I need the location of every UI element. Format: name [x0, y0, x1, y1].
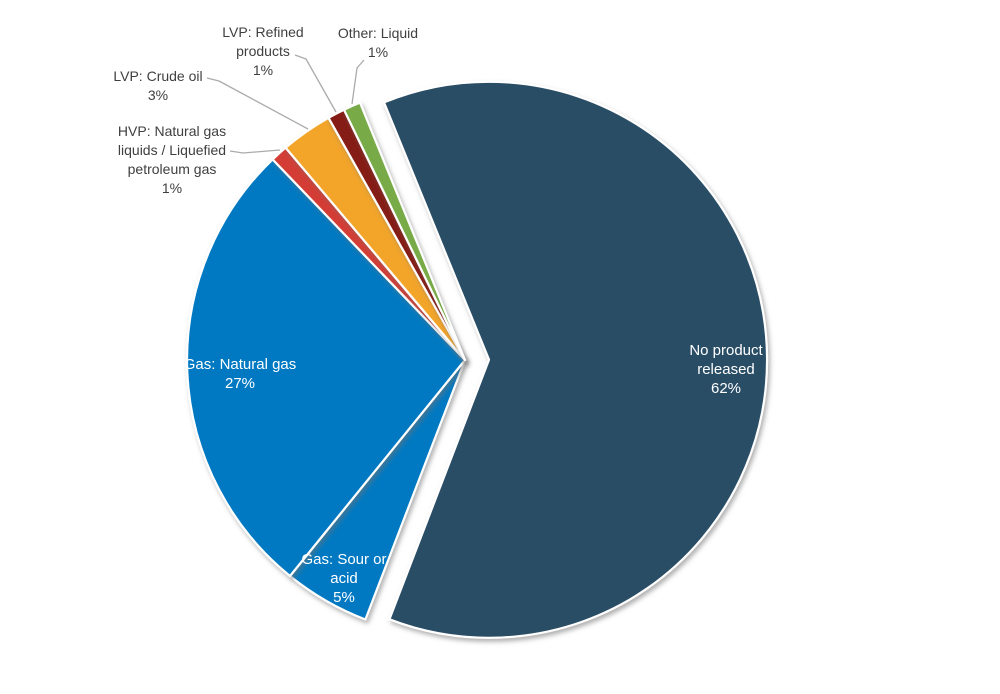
label-line: 1% — [162, 180, 182, 196]
label-line: 1% — [368, 44, 388, 60]
data-label-hvp-natural-gas-liquids-liquefied-petroleum-gas: HVP: Natural gas liquids / Liquefied petro… — [118, 123, 226, 196]
leader-line-hvp-natural-gas-liquids-liquefied-petroleum-gas — [229, 149, 281, 154]
leader-line-lvp-refined-products — [294, 54, 337, 113]
data-label-gas-sour-or-acid: Gas: Sour or acid 5% — [301, 551, 386, 606]
label-line: LVP: Crude oil — [113, 68, 202, 84]
label-line: Gas: Sour or — [301, 551, 386, 568]
label-line: acid — [330, 570, 358, 587]
label-line: 5% — [333, 589, 355, 606]
label-line: HVP: Natural gas — [118, 123, 226, 139]
label-line: LVP: Refined — [222, 24, 303, 40]
label-line: petroleum gas — [128, 161, 217, 177]
label-line: 27% — [225, 375, 255, 392]
label-line: liquids / Liquefied — [118, 142, 226, 158]
leader-line-other-liquid — [351, 59, 365, 105]
data-label-gas-natural-gas: Gas: Natural gas 27% — [184, 356, 297, 392]
pie-slice-no-product-released[interactable] — [382, 80, 769, 639]
leader-line-lvp-crude-oil — [206, 77, 309, 130]
data-label-lvp-refined-products: LVP: Refined products 1% — [222, 24, 303, 78]
data-label-other-liquid: Other: Liquid 1% — [338, 25, 418, 60]
pie-slice-other-liquid[interactable] — [342, 101, 467, 362]
data-label-lvp-crude-oil: LVP: Crude oil 3% — [113, 68, 202, 103]
label-line: Gas: Natural gas — [184, 356, 297, 373]
data-label-no-product-released: No product released 62% — [689, 342, 763, 397]
label-line: 62% — [711, 380, 741, 397]
label-line: Other: Liquid — [338, 25, 418, 41]
label-line: released — [697, 361, 755, 378]
label-line: 3% — [148, 87, 168, 103]
label-line: No product — [689, 342, 763, 359]
pie-slice-gas-natural-gas[interactable] — [185, 158, 467, 578]
label-line: 1% — [253, 62, 273, 78]
label-line: products — [236, 43, 290, 59]
